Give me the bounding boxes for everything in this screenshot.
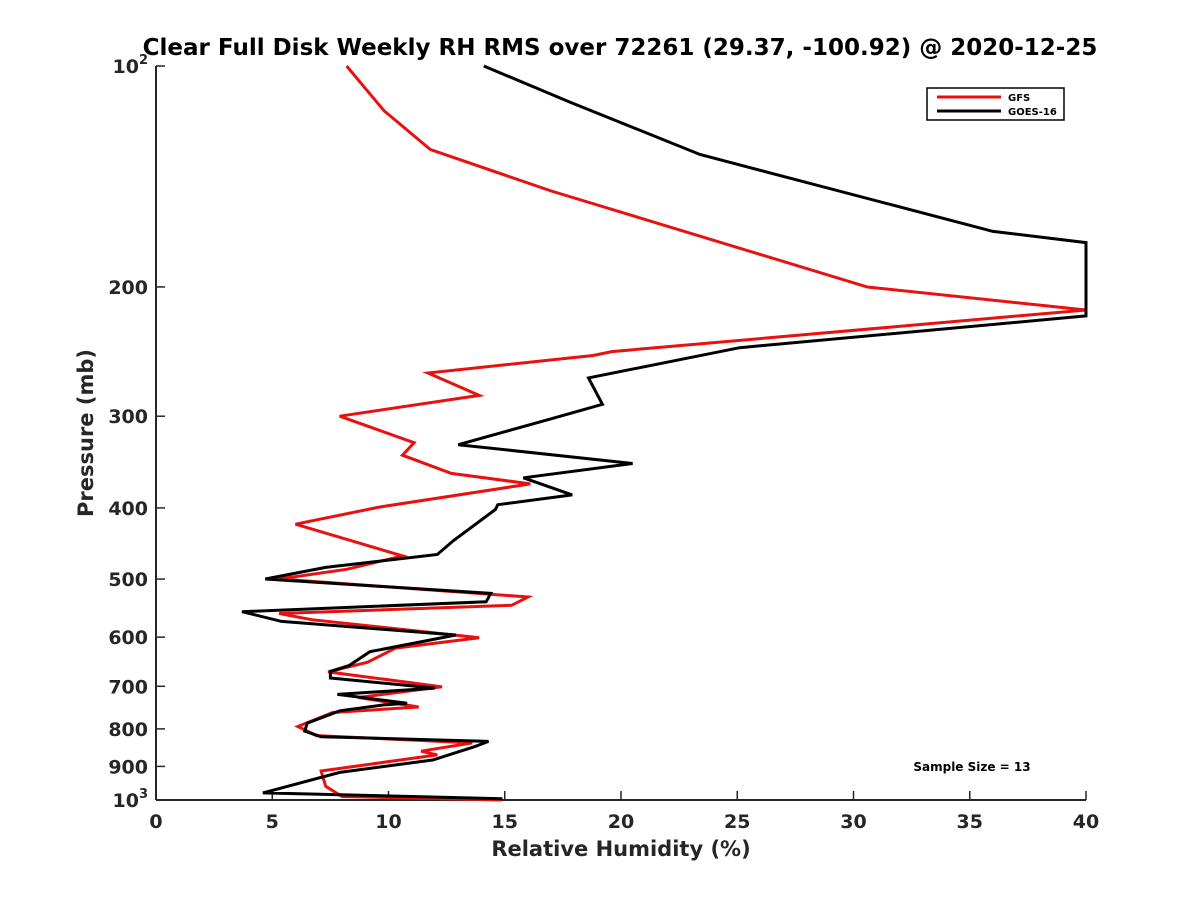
y-tick-label: 700 <box>108 676 148 698</box>
y-tick-exponent: 2 <box>139 53 148 68</box>
series-line-goes-16 <box>241 64 1088 801</box>
y-tick-label: 600 <box>108 627 148 649</box>
x-tick-label: 20 <box>608 811 634 833</box>
chart-title: Clear Full Disk Weekly RH RMS over 72261… <box>143 35 1098 61</box>
y-tick-label: 102 <box>113 53 149 78</box>
x-tick-label: 10 <box>375 811 401 833</box>
y-tick-label: 200 <box>108 277 148 299</box>
x-tick-label: 0 <box>149 811 162 833</box>
x-tick-label: 35 <box>957 811 983 833</box>
y-tick-label: 400 <box>108 498 148 520</box>
x-tick-label: 30 <box>840 811 866 833</box>
y-tick-label: 900 <box>108 756 148 778</box>
sample-size-annotation: Sample Size = 13 <box>913 760 1030 774</box>
y-tick-label: 103 <box>113 787 149 812</box>
axes <box>155 66 1086 801</box>
y-tick-exponent: 3 <box>139 787 148 802</box>
x-tick-label: 25 <box>724 811 750 833</box>
y-tick-label: 300 <box>108 406 148 428</box>
legend: GFS GOES-16 <box>926 87 1065 121</box>
legend-box <box>926 87 1065 121</box>
legend-label-goes-16: GOES-16 <box>1008 107 1057 118</box>
y-axis-label: Pressure (mb) <box>74 349 98 517</box>
legend-label-gfs: GFS <box>1008 93 1030 104</box>
x-tick-label: 40 <box>1073 811 1099 833</box>
ticks: 0 5 10 15 20 25 30 35 40102200300400500600700800… <box>108 53 1099 833</box>
y-tick-label: 800 <box>108 719 148 741</box>
x-axis-label: Relative Humidity (%) <box>491 837 750 861</box>
series-group <box>241 64 1088 802</box>
x-tick-label: 5 <box>266 811 279 833</box>
y-tick-label: 500 <box>108 569 148 591</box>
y-tick-base: 10 <box>113 56 139 78</box>
x-tick-label: 15 <box>492 811 518 833</box>
y-tick-base: 10 <box>113 790 139 812</box>
